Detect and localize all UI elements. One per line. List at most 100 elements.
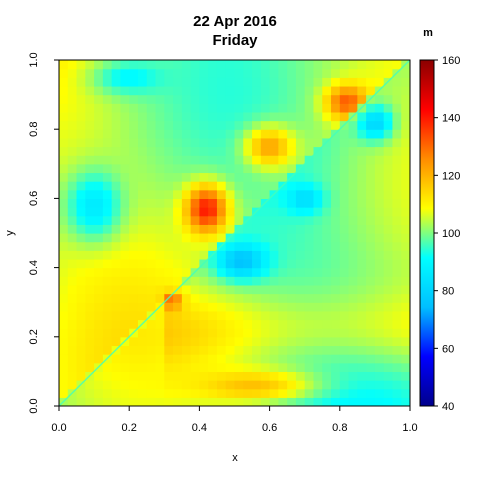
plot-frame bbox=[58, 59, 411, 407]
heatmap-cell bbox=[190, 198, 201, 208]
heatmap-cell bbox=[331, 319, 341, 329]
heatmap-cell bbox=[85, 94, 95, 104]
heatmap-cell bbox=[401, 103, 410, 113]
heatmap-cell bbox=[348, 293, 358, 303]
heatmap-cell bbox=[173, 354, 183, 364]
heatmap-cell bbox=[313, 284, 323, 295]
heatmap-cell bbox=[401, 293, 410, 303]
heatmap-cell bbox=[199, 215, 209, 225]
heatmap-cell bbox=[357, 111, 367, 122]
heatmap-cell bbox=[190, 345, 201, 355]
heatmap-cell bbox=[260, 77, 271, 87]
heatmap-cell bbox=[164, 267, 174, 277]
heatmap-cell bbox=[357, 362, 367, 372]
heatmap-cell bbox=[225, 137, 236, 148]
heatmap-cell bbox=[374, 241, 385, 251]
heatmap-cell bbox=[252, 267, 262, 277]
heatmap-cell bbox=[374, 189, 385, 199]
heatmap-cell bbox=[199, 111, 209, 122]
heatmap-cell bbox=[322, 120, 332, 130]
heatmap-cell bbox=[339, 77, 350, 87]
heatmap-cell bbox=[401, 241, 410, 251]
heatmap-cell bbox=[357, 267, 367, 277]
heatmap-cell bbox=[304, 388, 315, 398]
heatmap-cell bbox=[190, 284, 201, 295]
heatmap-cell bbox=[190, 181, 201, 191]
heatmap-cell bbox=[67, 310, 78, 321]
heatmap-cell bbox=[85, 319, 95, 329]
heatmap-cell bbox=[278, 336, 288, 347]
heatmap-cell bbox=[208, 94, 218, 104]
heatmap-cell bbox=[94, 163, 104, 174]
heatmap-cell bbox=[216, 345, 227, 355]
heatmap-cell bbox=[111, 258, 122, 269]
heatmap-cell bbox=[208, 380, 218, 390]
heatmap-cell bbox=[199, 181, 209, 191]
heatmap-cell bbox=[313, 362, 323, 372]
heatmap-cell bbox=[339, 207, 350, 217]
heatmap-cell bbox=[181, 310, 192, 321]
heatmap-cell bbox=[269, 207, 279, 217]
heatmap-cell bbox=[313, 189, 323, 199]
heatmap-cell bbox=[173, 120, 183, 130]
heatmap-cell bbox=[137, 207, 148, 217]
heatmap-cell bbox=[190, 155, 201, 165]
heatmap-cell bbox=[111, 380, 122, 390]
heatmap-cell bbox=[366, 267, 376, 277]
heatmap-cell bbox=[260, 250, 271, 260]
heatmap-cell bbox=[120, 146, 130, 156]
heatmap-cell bbox=[287, 345, 297, 355]
heatmap-cell bbox=[383, 111, 394, 122]
heatmap-cell bbox=[155, 163, 165, 174]
heatmap-cell bbox=[94, 120, 104, 130]
heatmap-cell bbox=[313, 215, 323, 225]
heatmap-cell bbox=[199, 207, 209, 217]
heatmap-cell bbox=[278, 233, 288, 243]
heatmap-cell bbox=[374, 302, 385, 312]
heatmap-cell bbox=[339, 328, 350, 338]
heatmap-cell bbox=[383, 276, 394, 286]
heatmap-cell bbox=[85, 198, 95, 208]
heatmap-cell bbox=[102, 345, 113, 355]
heatmap-cell bbox=[348, 181, 358, 191]
heatmap-cell bbox=[357, 310, 367, 321]
heatmap-cell bbox=[208, 172, 218, 182]
heatmap-cell bbox=[374, 293, 385, 303]
heatmap-cell bbox=[392, 137, 402, 148]
heatmap-cell bbox=[94, 388, 104, 398]
heatmap-cell bbox=[295, 137, 306, 148]
heatmap-cell bbox=[164, 336, 174, 347]
heatmap-cell bbox=[225, 163, 236, 174]
heatmap-cell bbox=[357, 146, 367, 156]
heatmap-cell bbox=[269, 224, 279, 234]
heatmap-cell bbox=[225, 111, 236, 122]
heatmap-cell bbox=[383, 60, 394, 70]
heatmap-cell bbox=[260, 68, 271, 78]
heatmap-cell bbox=[155, 319, 165, 329]
heatmap-cell bbox=[322, 129, 332, 139]
heatmap-cell bbox=[278, 258, 288, 269]
heatmap-cell bbox=[269, 397, 279, 406]
heatmap-cell bbox=[59, 189, 69, 199]
heatmap-cell bbox=[348, 94, 358, 104]
heatmap-cell bbox=[76, 258, 86, 269]
heatmap-cell bbox=[295, 258, 306, 269]
heatmap-cell bbox=[208, 310, 218, 321]
heatmap-cell bbox=[234, 319, 244, 329]
heatmap-cell bbox=[401, 362, 410, 372]
heatmap-cell bbox=[322, 284, 332, 295]
heatmap-cell bbox=[374, 267, 385, 277]
heatmap-cell bbox=[155, 94, 165, 104]
heatmap-cell bbox=[252, 85, 262, 96]
heatmap-cell bbox=[208, 111, 218, 122]
heatmap-cell bbox=[252, 319, 262, 329]
heatmap-cell bbox=[234, 207, 244, 217]
heatmap-cell bbox=[234, 276, 244, 286]
heatmap-cell bbox=[216, 371, 227, 381]
heatmap-cell bbox=[146, 328, 157, 338]
heatmap-cell bbox=[260, 60, 271, 70]
heatmap-cell bbox=[374, 224, 385, 234]
heatmap-cell bbox=[199, 77, 209, 87]
heatmap-cell bbox=[252, 284, 262, 295]
heatmap-cell bbox=[383, 181, 394, 191]
